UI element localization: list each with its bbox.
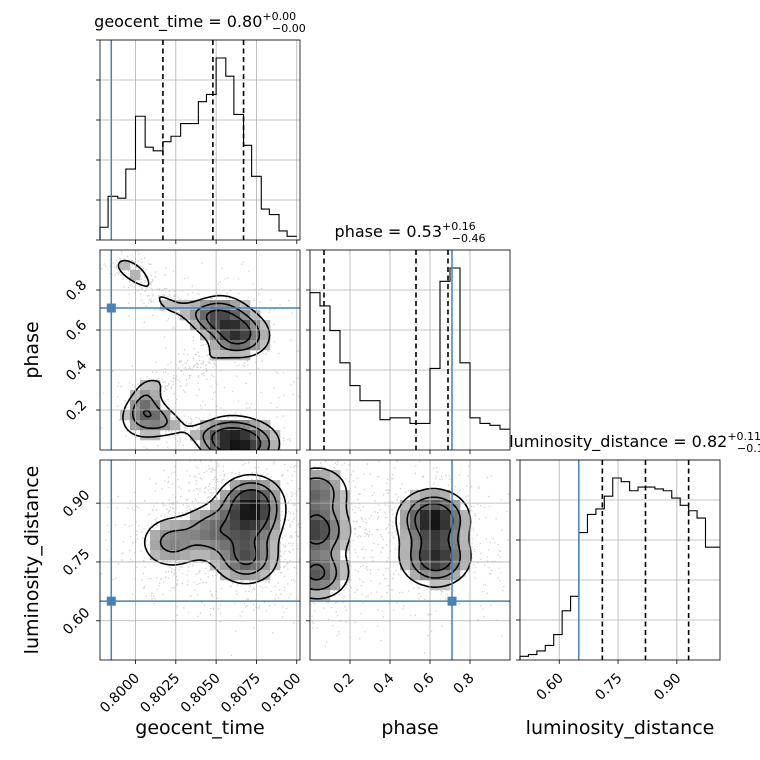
xtick-label-luminosity_distance-0: 0.60 xyxy=(533,670,566,703)
hist-panel-geocent_time: geocent_time = 0.80+0.00 −0.00 xyxy=(94,10,306,244)
xtick-label-luminosity_distance-2: 0.90 xyxy=(651,670,684,703)
frame-luminosity_distance_vs_geocent_time xyxy=(99,459,301,661)
grid-luminosity_distance_vs_geocent_time xyxy=(100,460,300,660)
xtick-label-geocent_time-0: 0.8000 xyxy=(97,670,143,716)
ytick-label-luminosity_distance-2: 0.90 xyxy=(60,487,93,520)
grid-luminosity_distance_vs_phase xyxy=(310,460,510,660)
xlabel-phase: phase xyxy=(381,717,438,739)
histogram-luminosity_distance xyxy=(519,477,720,660)
density-panel-luminosity_distance_vs_geocent_time xyxy=(96,459,301,664)
ylabel-luminosity_distance: luminosity_distance xyxy=(21,466,43,655)
xtick-label-phase-3: 0.8 xyxy=(451,670,478,697)
xtick-label-geocent_time-3: 0.8075 xyxy=(218,670,264,716)
ytick-label-phase-0: 0.2 xyxy=(63,397,90,424)
xtick-label-phase-0: 0.2 xyxy=(331,670,358,697)
title-phase: phase = 0.53+0.16 −0.46 xyxy=(335,220,486,245)
density-panel-luminosity_distance_vs_phase xyxy=(306,459,511,664)
title-luminosity_distance: luminosity_distance = 0.82+0.11−0.11 xyxy=(509,430,760,455)
xlabel-luminosity_distance: luminosity_distance xyxy=(526,717,715,739)
xtick-label-phase-1: 0.4 xyxy=(371,670,398,697)
contour-phase_vs_geocent_time-1 xyxy=(131,302,271,450)
hist-panel-phase: phase = 0.53+0.16 −0.46 xyxy=(306,220,511,454)
xtick-label-phase-2: 0.6 xyxy=(411,670,438,697)
frame-luminosity_distance_vs_phase xyxy=(309,459,511,661)
contour-luminosity_distance_vs_geocent_time-0 xyxy=(143,473,287,585)
histogram-phase xyxy=(309,267,510,450)
ytick-label-phase-2: 0.6 xyxy=(63,317,90,344)
xtick-label-luminosity_distance-1: 0.75 xyxy=(592,670,625,703)
hist-grid-luminosity_distance xyxy=(520,459,720,660)
frame-phase_vs_geocent_time xyxy=(99,249,301,451)
hist-frame-geocent_time xyxy=(99,39,301,241)
ytick-label-luminosity_distance-1: 0.75 xyxy=(60,546,93,579)
density-panel-phase_vs_geocent_time xyxy=(96,249,301,454)
truth-marker-luminosity_distance_vs_geocent_time xyxy=(106,596,116,606)
hist-frame-luminosity_distance xyxy=(519,459,721,661)
hist-grid-geocent_time xyxy=(100,39,300,240)
truth-marker-phase_vs_geocent_time xyxy=(106,303,116,313)
truth-marker-luminosity_distance_vs_phase xyxy=(447,596,457,606)
xtick-label-geocent_time-4: 0.8100 xyxy=(258,670,304,716)
ytick-label-phase-3: 0.8 xyxy=(63,277,90,304)
xtick-label-geocent_time-1: 0.8025 xyxy=(137,670,183,716)
ytick-label-luminosity_distance-0: 0.60 xyxy=(60,605,93,638)
histogram-geocent_time xyxy=(99,57,297,240)
xtick-label-geocent_time-2: 0.8050 xyxy=(178,670,224,716)
ylabel-phase: phase xyxy=(21,321,43,378)
ytick-label-phase-1: 0.4 xyxy=(63,357,90,384)
grid-phase_vs_geocent_time xyxy=(100,250,300,450)
hist-frame-phase xyxy=(309,249,511,451)
samples-phase_vs_geocent_time xyxy=(100,250,300,450)
xlabel-geocent_time: geocent_time xyxy=(135,717,264,739)
contour-phase_vs_geocent_time-0 xyxy=(117,259,281,450)
title-geocent_time: geocent_time = 0.80+0.00 −0.00 xyxy=(94,10,306,35)
contour-luminosity_distance_vs_phase-1 xyxy=(310,477,462,591)
hist-panel-luminosity_distance: luminosity_distance = 0.82+0.11−0.11 xyxy=(509,430,760,664)
